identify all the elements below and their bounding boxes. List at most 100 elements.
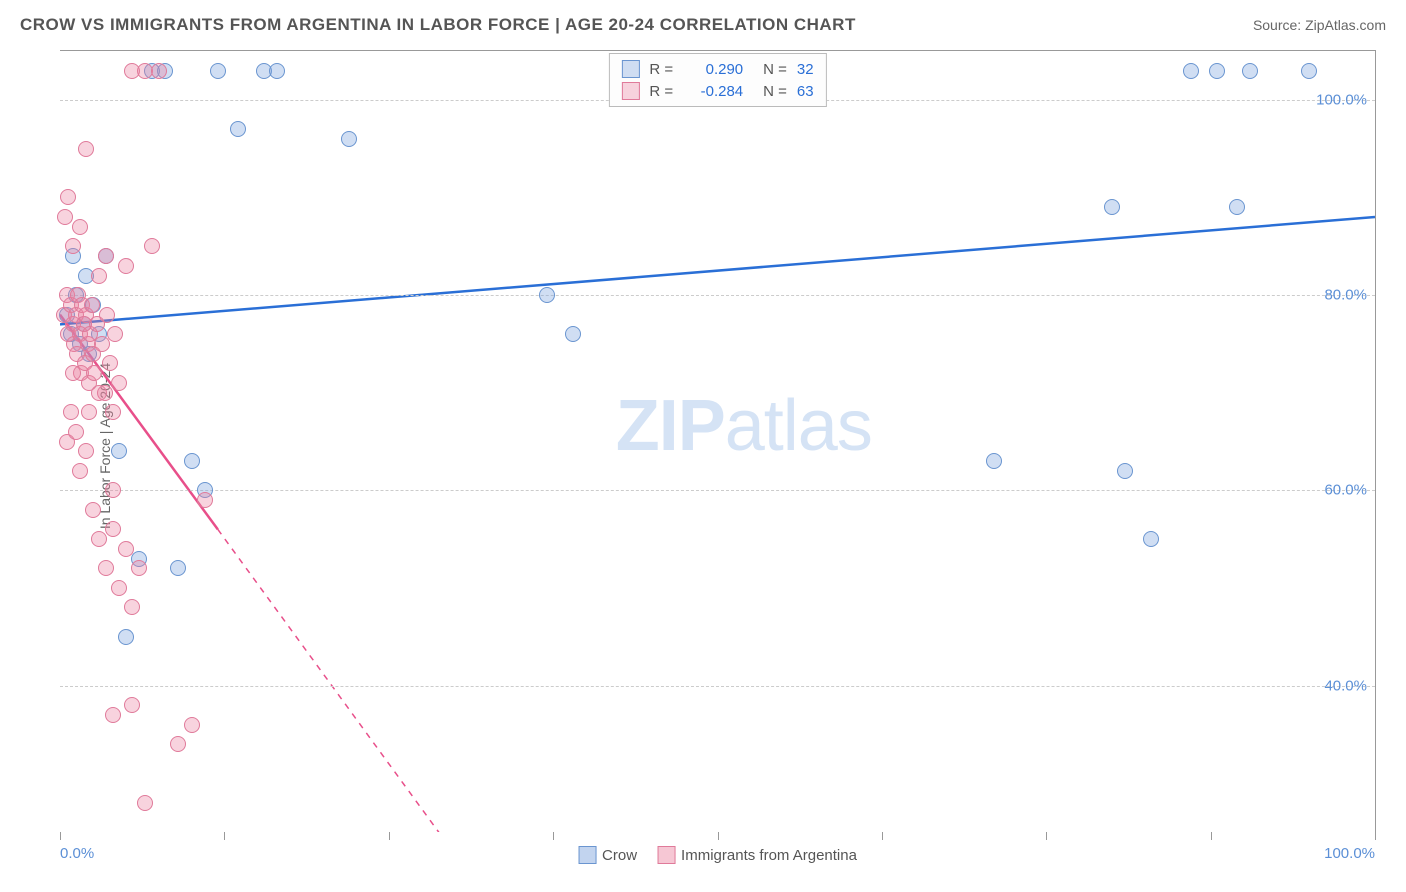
trend-lines-layer: [60, 51, 1375, 832]
plot-area: ZIPatlas 40.0%60.0%80.0%100.0%0.0%100.0%…: [60, 50, 1376, 832]
data-point: [1143, 531, 1159, 547]
data-point: [144, 238, 160, 254]
stats-legend-row: R =-0.284N =63: [621, 80, 813, 102]
data-point: [184, 453, 200, 469]
series-legend-label: Crow: [602, 847, 637, 864]
watermark: ZIPatlas: [616, 385, 872, 467]
data-point: [124, 599, 140, 615]
x-tick: [553, 832, 554, 840]
data-point: [341, 131, 357, 147]
y-tick-label: 80.0%: [1324, 287, 1367, 304]
data-point: [124, 697, 140, 713]
x-tick-label: 0.0%: [60, 845, 94, 862]
data-point: [118, 258, 134, 274]
data-point: [105, 707, 121, 723]
x-tick: [718, 832, 719, 840]
data-point: [1117, 463, 1133, 479]
x-tick: [224, 832, 225, 840]
legend-swatch: [657, 846, 675, 864]
data-point: [1183, 63, 1199, 79]
series-legend: Crow Immigrants from Argentina: [578, 846, 857, 864]
data-point: [230, 121, 246, 137]
data-point: [1301, 63, 1317, 79]
x-tick: [389, 832, 390, 840]
data-point: [84, 297, 100, 313]
data-point: [170, 736, 186, 752]
data-point: [78, 141, 94, 157]
source-label: Source: ZipAtlas.com: [1253, 17, 1386, 33]
data-point: [1104, 199, 1120, 215]
y-tick-label: 60.0%: [1324, 482, 1367, 499]
data-point: [565, 326, 581, 342]
data-point: [1229, 199, 1245, 215]
r-label: R =: [649, 61, 673, 78]
legend-swatch: [621, 60, 639, 78]
chart-container: CROW VS IMMIGRANTS FROM ARGENTINA IN LAB…: [0, 0, 1406, 892]
data-point: [65, 365, 81, 381]
data-point: [99, 307, 115, 323]
x-tick-label: 100.0%: [1324, 845, 1375, 862]
data-point: [107, 326, 123, 342]
r-value: 0.290: [683, 61, 743, 78]
data-point: [63, 404, 79, 420]
data-point: [102, 355, 118, 371]
data-point: [111, 580, 127, 596]
gridline: [60, 295, 1375, 296]
n-label: N =: [763, 83, 787, 100]
gridline: [60, 686, 1375, 687]
series-legend-label: Immigrants from Argentina: [681, 847, 857, 864]
n-value: 32: [797, 61, 814, 78]
data-point: [111, 443, 127, 459]
data-point: [1242, 63, 1258, 79]
legend-swatch: [621, 82, 639, 100]
data-point: [72, 219, 88, 235]
gridline: [60, 490, 1375, 491]
chart-title: CROW VS IMMIGRANTS FROM ARGENTINA IN LAB…: [20, 15, 856, 35]
data-point: [78, 443, 94, 459]
y-tick-label: 40.0%: [1324, 677, 1367, 694]
data-point: [91, 385, 107, 401]
data-point: [91, 268, 107, 284]
data-point: [65, 238, 81, 254]
data-point: [98, 560, 114, 576]
data-point: [137, 795, 153, 811]
header: CROW VS IMMIGRANTS FROM ARGENTINA IN LAB…: [20, 10, 1386, 40]
data-point: [269, 63, 285, 79]
trend-line-extrapolated: [218, 529, 560, 832]
stats-legend-row: R = 0.290 N = 32: [621, 58, 813, 80]
data-point: [118, 629, 134, 645]
x-tick: [1046, 832, 1047, 840]
data-point: [105, 404, 121, 420]
watermark-atlas: atlas: [725, 386, 872, 466]
x-tick: [1211, 832, 1212, 840]
data-point: [170, 560, 186, 576]
data-point: [105, 521, 121, 537]
data-point: [81, 404, 97, 420]
data-point: [1209, 63, 1225, 79]
legend-swatch: [578, 846, 596, 864]
data-point: [85, 502, 101, 518]
data-point: [98, 248, 114, 264]
series-legend-item: Crow: [578, 846, 637, 864]
n-value: 63: [797, 83, 814, 100]
data-point: [539, 287, 555, 303]
watermark-zip: ZIP: [616, 386, 725, 466]
series-legend-item: Immigrants from Argentina: [657, 846, 857, 864]
data-point: [72, 463, 88, 479]
n-label: N =: [763, 61, 787, 78]
trend-line: [60, 217, 1375, 324]
x-tick: [882, 832, 883, 840]
r-value: -0.284: [683, 83, 743, 100]
data-point: [105, 482, 121, 498]
y-tick-label: 100.0%: [1316, 91, 1367, 108]
data-point: [197, 492, 213, 508]
data-point: [131, 560, 147, 576]
x-tick: [1375, 832, 1376, 840]
data-point: [86, 365, 102, 381]
data-point: [68, 424, 84, 440]
data-point: [111, 375, 127, 391]
data-point: [57, 209, 73, 225]
stats-legend: R = 0.290 N = 32R = -0.284 N = 63: [608, 53, 826, 107]
x-tick: [60, 832, 61, 840]
data-point: [184, 717, 200, 733]
